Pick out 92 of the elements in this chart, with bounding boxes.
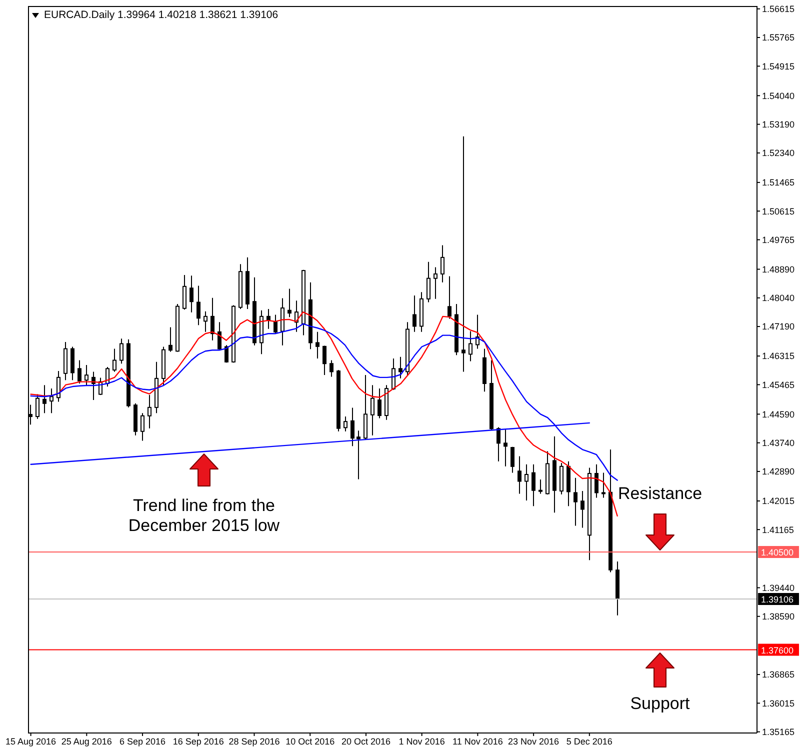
candlestick xyxy=(496,426,500,462)
candlestick xyxy=(532,464,536,507)
candlestick xyxy=(412,295,416,332)
y-tick-label: 1.49765 xyxy=(762,234,795,245)
candlestick xyxy=(392,358,396,390)
y-tick-label: 1.42015 xyxy=(762,496,795,506)
candlestick xyxy=(210,297,214,341)
candlestick xyxy=(218,322,222,351)
candlestick xyxy=(78,360,82,384)
y-tick-label: 1.43740 xyxy=(762,438,795,448)
candlestick xyxy=(524,464,528,501)
candlestick xyxy=(350,407,354,447)
candlestick xyxy=(330,360,334,378)
y-tick-label: 1.52340 xyxy=(762,148,795,158)
candlestick xyxy=(42,384,46,414)
candlestick xyxy=(580,490,584,528)
text: Support xyxy=(629,694,691,714)
candlestick xyxy=(316,331,320,360)
x-tick-label: 10 Oct 2016 xyxy=(286,736,335,746)
ref-line-label: 1.37600 xyxy=(761,645,794,656)
x-tick-label: 16 Sep 2016 xyxy=(172,736,224,746)
candlestick xyxy=(182,274,186,310)
y-tick-label: 1.48040 xyxy=(762,293,795,304)
y-tick-label: 1.48890 xyxy=(762,264,795,274)
candlestick xyxy=(120,338,124,364)
candlestick xyxy=(594,464,598,498)
candlestick xyxy=(288,288,292,318)
y-tick-label: 1.45465 xyxy=(762,380,795,390)
x-tick-label: 20 Oct 2016 xyxy=(341,736,390,746)
candlestick xyxy=(196,285,200,326)
candlestick xyxy=(274,314,278,334)
candlestick xyxy=(462,136,466,372)
candlestick xyxy=(434,266,438,300)
candlestick xyxy=(148,394,152,429)
x-tick-label: 28 Sep 2016 xyxy=(228,736,280,746)
candlestick xyxy=(538,479,542,494)
candlestick xyxy=(504,429,508,467)
y-tick-label: 1.36865 xyxy=(762,670,795,680)
chart-title: EURCAD.Daily 1.39964 1.40218 1.38621 1.39106 xyxy=(44,9,278,21)
candlestick xyxy=(168,326,172,352)
y-tick-label: 1.38590 xyxy=(762,612,795,622)
y-tick-label: 1.53190 xyxy=(762,119,795,130)
annotation: Resistance xyxy=(616,484,704,504)
x-tick-label: 6 Sep 2016 xyxy=(119,736,166,746)
candlestick xyxy=(344,416,348,432)
y-tick-label: 1.46315 xyxy=(762,351,795,362)
candlestick xyxy=(398,356,402,379)
candlestick xyxy=(50,388,54,414)
candlestick xyxy=(364,374,368,440)
y-tick-label: 1.56615 xyxy=(762,4,795,14)
candlestick xyxy=(602,472,606,498)
candlestick xyxy=(84,364,88,386)
x-tick-label: 25 Aug 2016 xyxy=(61,736,112,746)
y-tick-label: 1.35165 xyxy=(762,727,795,738)
candlestick xyxy=(468,330,472,362)
candlestick xyxy=(426,261,430,303)
y-tick-label: 1.36015 xyxy=(762,698,795,708)
y-tick-label: 1.42890 xyxy=(762,466,795,477)
candlestick xyxy=(56,370,60,402)
candlestick xyxy=(356,430,360,480)
candlestick xyxy=(370,384,374,436)
candlestick xyxy=(378,388,382,419)
candlestick xyxy=(510,446,514,474)
candlestick xyxy=(448,276,452,320)
y-tick-label: 1.55765 xyxy=(762,32,795,43)
annotation: Trend line from the December 2015 low xyxy=(127,496,281,536)
y-tick-label: 1.39440 xyxy=(762,582,795,593)
candlestick xyxy=(518,456,522,494)
candlestick xyxy=(440,244,444,283)
candlestick xyxy=(204,310,208,332)
line-series xyxy=(30,323,618,481)
candlestick xyxy=(280,298,284,346)
y-tick-label: 1.51465 xyxy=(762,178,795,188)
candlestick xyxy=(112,348,116,372)
x-tick-label: 11 Nov 2016 xyxy=(452,736,503,746)
candlestick xyxy=(322,345,326,376)
y-tick-label: 1.54040 xyxy=(762,90,795,101)
x-tick-label: 5 Dec 2016 xyxy=(566,736,612,746)
y-tick-label: 1.44590 xyxy=(762,409,795,420)
y-tick-label: 1.54915 xyxy=(762,61,795,72)
candlestick xyxy=(574,477,578,526)
y-tick-label: 1.50615 xyxy=(762,206,795,216)
ref-line-label: 1.40500 xyxy=(761,548,794,558)
candlestick xyxy=(140,412,144,442)
y-tick-label: 1.47190 xyxy=(762,322,795,332)
ref-line-label: 1.39106 xyxy=(761,594,794,604)
candlestick xyxy=(190,275,194,313)
x-tick-label: 23 Nov 2016 xyxy=(508,736,560,746)
y-tick-label: 1.41165 xyxy=(762,524,794,535)
x-tick-label: 1 Nov 2016 xyxy=(398,736,445,746)
x-tick-label: 15 Aug 2016 xyxy=(6,736,56,746)
candlestick xyxy=(70,346,74,381)
